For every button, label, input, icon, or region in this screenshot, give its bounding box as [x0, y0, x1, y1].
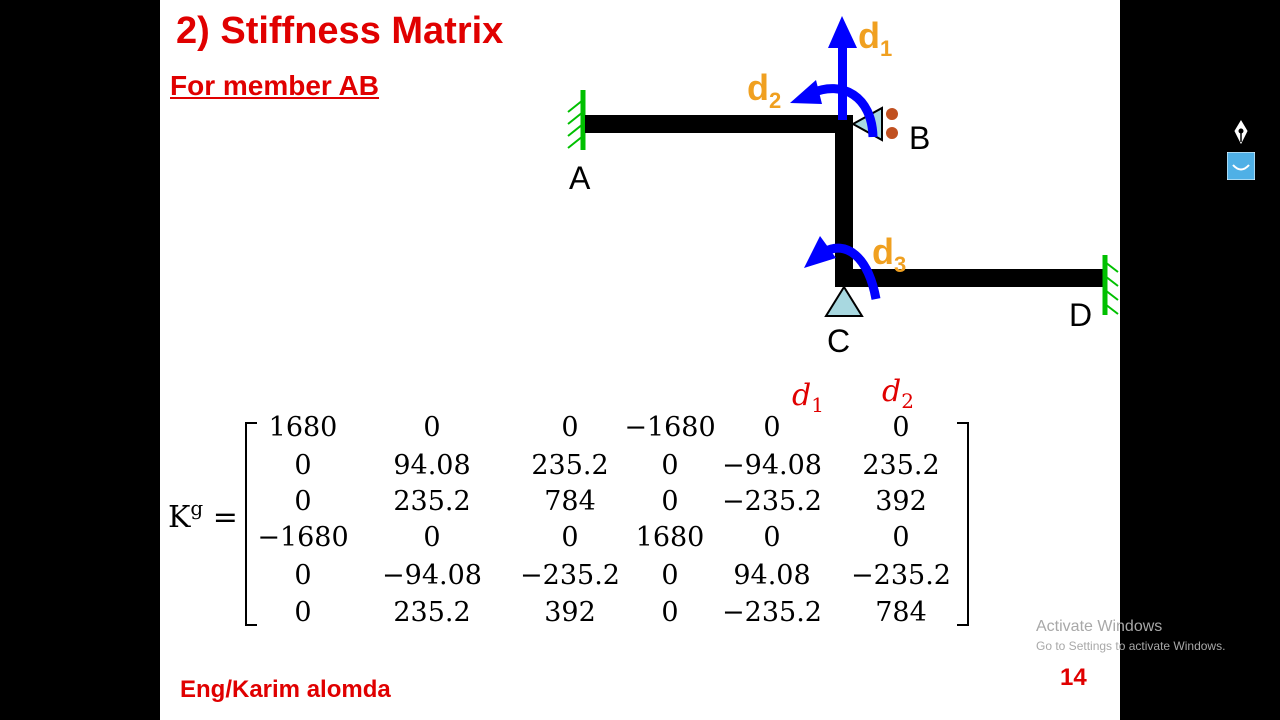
pen-icon[interactable] — [1227, 118, 1255, 146]
dof-label-d2: d2 — [747, 67, 781, 113]
matrix-cell: 392 — [875, 486, 927, 517]
matrix-cell: 0 — [561, 522, 579, 553]
matrix-cell: 0 — [561, 412, 579, 443]
matrix-cell: 1680 — [268, 412, 338, 443]
matrix-cell: 0 — [423, 522, 441, 553]
dof-label-d1: d1 — [858, 15, 892, 61]
matrix-cell: 0 — [294, 560, 312, 591]
matrix-cell: 784 — [875, 597, 927, 628]
matrix-cell: 94.08 — [733, 560, 811, 591]
dof-d2-arrow — [790, 80, 878, 138]
matrix-cell: 94.08 — [393, 450, 471, 481]
matrix-cell: 1680 — [635, 522, 705, 553]
dof-d1-arrow — [828, 16, 857, 120]
matrix-cell: −235.2 — [722, 486, 822, 517]
matrix-cell: 235.2 — [393, 597, 471, 628]
pin-support-c — [824, 285, 864, 317]
node-label-b: B — [909, 120, 930, 156]
matrix-cell: −1680 — [624, 412, 716, 443]
matrix-cell: 392 — [544, 597, 596, 628]
node-label-a: A — [569, 160, 591, 196]
member-bc — [835, 115, 853, 285]
matrix-cell: 235.2 — [393, 486, 471, 517]
activate-windows-watermark: Activate Windows Go to Settings to activ… — [1036, 618, 1225, 653]
matrix-cell: 235.2 — [862, 450, 940, 481]
matrix-cell: 0 — [892, 522, 910, 553]
matrix-cell: −235.2 — [520, 560, 620, 591]
matrix-cell: 0 — [294, 450, 312, 481]
matrix-cell: 235.2 — [531, 450, 609, 481]
matrix-cell: 0 — [763, 522, 781, 553]
matrix-left-bracket — [245, 422, 257, 626]
matrix-cell: 0 — [294, 597, 312, 628]
slide: 2) Stiffness Matrix For member AB — [160, 0, 1120, 720]
matrix-cell: −1680 — [257, 522, 349, 553]
matrix-cell: 0 — [661, 486, 679, 517]
dof-d3-arrow — [804, 236, 881, 300]
slide-title: 2) Stiffness Matrix — [176, 10, 504, 52]
matrix-symbol: Kg = — [168, 496, 238, 535]
member-ab — [585, 115, 853, 133]
fixed-support-a — [567, 90, 586, 150]
matrix-cell: 0 — [892, 412, 910, 443]
dof-label-d3: d3 — [872, 231, 906, 277]
node-label-c: C — [827, 323, 850, 359]
matrix-right-bracket — [957, 422, 969, 626]
matrix-column-header-d1: d1 — [792, 378, 824, 417]
node-label-d: D — [1069, 297, 1092, 333]
matrix-cell: −235.2 — [851, 560, 951, 591]
slide-subtitle: For member AB — [170, 70, 380, 101]
member-cd — [835, 269, 1105, 287]
frame-diagram: A B C D d1 d2 d3 — [567, 15, 1119, 359]
matrix-cell: 784 — [544, 486, 596, 517]
matrix-cell: 0 — [294, 486, 312, 517]
matrix-cell: 0 — [661, 560, 679, 591]
author-name: Eng/Karim alomda — [180, 676, 391, 703]
watermark-line-1: Activate Windows — [1036, 618, 1163, 635]
highlighter-icon[interactable] — [1226, 151, 1256, 181]
matrix-cell: 0 — [661, 450, 679, 481]
matrix-column-header-d2: d2 — [882, 374, 914, 413]
page-number: 14 — [1060, 664, 1087, 691]
watermark-line-2: Go to Settings to activate Windows. — [1036, 639, 1226, 653]
matrix-cell: −235.2 — [722, 597, 822, 628]
matrix-cell: 0 — [661, 597, 679, 628]
fixed-support-d — [1102, 255, 1119, 315]
matrix-cell: −94.08 — [722, 450, 822, 481]
matrix-cell: 0 — [763, 412, 781, 443]
matrix-cell: 0 — [423, 412, 441, 443]
matrix-cell: −94.08 — [382, 560, 482, 591]
